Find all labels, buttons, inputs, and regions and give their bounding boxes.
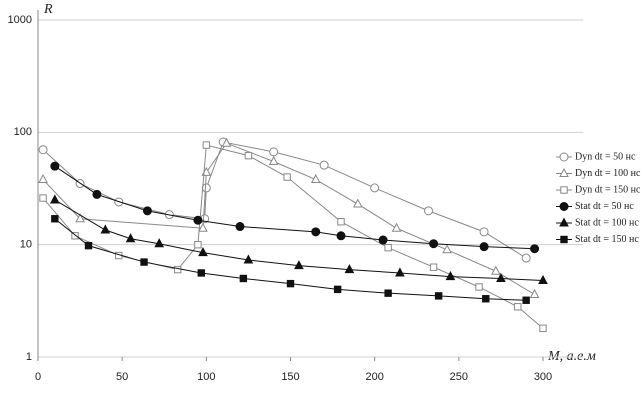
marker [538, 274, 548, 284]
marker [84, 241, 93, 250]
marker [50, 161, 60, 171]
legend-label: Dyn dt = 100 нс [575, 168, 641, 179]
series-line [42, 142, 535, 295]
marker [539, 324, 547, 333]
marker [198, 222, 208, 232]
legend-label: Dyn dt = 50 нс [575, 151, 636, 162]
marker [319, 160, 329, 170]
marker [244, 151, 253, 160]
marker [51, 215, 59, 223]
legend-marker [559, 202, 569, 211]
series-line [54, 218, 527, 301]
marker [125, 233, 136, 243]
marker [391, 222, 402, 232]
series-line [54, 199, 544, 281]
marker [75, 213, 85, 223]
marker [336, 231, 346, 241]
legend-marker [560, 235, 568, 244]
marker [522, 296, 530, 304]
legend-marker [559, 217, 569, 227]
marker [424, 206, 434, 216]
legend-marker [559, 167, 569, 177]
marker [174, 265, 182, 274]
marker [344, 264, 355, 274]
y-tick-label: 1 [26, 351, 32, 363]
marker [142, 206, 152, 216]
x-tick-label: 150 [281, 371, 299, 383]
x-tick-label: 0 [35, 371, 41, 383]
marker [71, 232, 79, 240]
x-tick-label: 300 [534, 371, 552, 383]
marker [235, 222, 245, 232]
marker [353, 198, 363, 208]
marker [197, 269, 205, 277]
marker [445, 271, 456, 281]
legend-marker [560, 186, 568, 194]
marker [429, 239, 439, 249]
marker [496, 272, 506, 282]
marker [384, 289, 392, 297]
marker [39, 194, 47, 202]
marker [429, 263, 438, 271]
marker [442, 244, 452, 254]
marker [38, 173, 48, 184]
marker [530, 244, 540, 254]
marker [38, 145, 48, 155]
legend-marker [559, 152, 569, 162]
y-tick-label: 100 [14, 126, 32, 138]
marker [395, 267, 405, 277]
x-tick-label: 200 [365, 371, 383, 383]
legend-label: Dyn dt = 150 нс [575, 184, 641, 195]
marker [239, 274, 248, 283]
y-tick-label: 1000 [8, 14, 32, 26]
marker [243, 254, 254, 264]
marker [514, 303, 522, 311]
marker [268, 155, 279, 165]
y-tick-label: 10 [20, 239, 32, 251]
marker [370, 183, 380, 193]
series-line [42, 144, 544, 329]
marker [269, 147, 279, 157]
x-tick-label: 100 [197, 371, 215, 383]
marker [384, 243, 392, 252]
marker [202, 141, 211, 149]
marker [311, 227, 321, 237]
marker [378, 235, 388, 245]
marker [221, 137, 232, 147]
x-tick-label: 250 [450, 371, 468, 383]
marker [529, 288, 540, 299]
marker [201, 183, 211, 193]
legend-label: Stat dt = 100 нс [575, 217, 639, 228]
marker [434, 292, 443, 300]
marker [198, 247, 208, 257]
marker [475, 283, 483, 291]
marker [286, 279, 295, 288]
marker [479, 227, 489, 237]
marker [333, 285, 342, 294]
marker [521, 253, 531, 263]
marker [479, 242, 489, 252]
marker [194, 240, 202, 249]
marker [283, 173, 291, 181]
x-tick-label: 50 [116, 371, 128, 383]
marker [193, 215, 203, 225]
marker [100, 224, 111, 234]
marker [154, 238, 165, 248]
legend-label: Stat dt = 50 нс [575, 201, 634, 212]
marker [140, 258, 148, 266]
series-line [54, 165, 535, 250]
marker [482, 295, 490, 303]
marker [491, 265, 501, 275]
marker [310, 173, 321, 184]
marker [92, 189, 102, 199]
marker [337, 218, 345, 226]
y-axis-label: R [43, 2, 53, 17]
marker [49, 194, 60, 204]
marker [294, 260, 304, 270]
legend-label: Stat dt = 150 нс [575, 234, 639, 245]
